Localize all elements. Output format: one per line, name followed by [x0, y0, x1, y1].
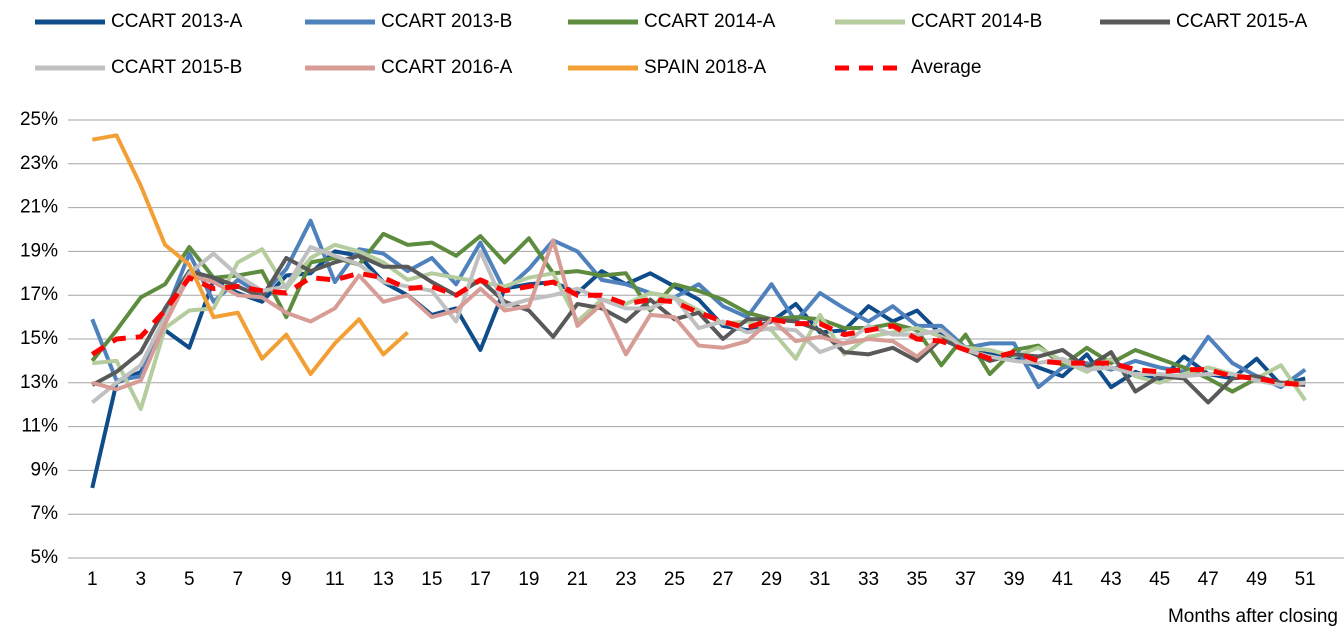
y-tick-label: 11%	[21, 416, 58, 437]
x-tick-label: 9	[281, 569, 292, 590]
y-tick-label: 17%	[20, 284, 58, 305]
x-tick-label: 43	[1101, 569, 1122, 590]
legend-label: SPAIN 2018-A	[644, 57, 766, 78]
legend-label: CCART 2015-B	[111, 57, 242, 78]
x-tick-label: 13	[373, 569, 394, 590]
series-line	[91, 238, 943, 392]
series-line	[91, 133, 409, 377]
x-tick-label: 25	[664, 569, 685, 590]
y-tick-label: 7%	[31, 503, 59, 524]
x-tick-label: 37	[955, 569, 976, 590]
x-tick-label: 45	[1149, 569, 1170, 590]
x-tick-label: 39	[1004, 569, 1025, 590]
x-axis-title: Months after closing	[1168, 606, 1338, 627]
x-tick-label: 27	[712, 569, 733, 590]
legend-label: Average	[911, 57, 981, 78]
x-tick-label: 51	[1295, 569, 1316, 590]
x-tick-label: 31	[809, 569, 830, 590]
x-tick-label: 1	[87, 569, 98, 590]
legend-label: CCART 2014-A	[644, 11, 776, 32]
y-tick-label: 23%	[20, 153, 58, 174]
legend-label: CCART 2013-B	[381, 11, 512, 32]
series-line	[90, 270, 1306, 388]
y-tick-label: 15%	[20, 328, 58, 349]
x-tick-label: 11	[325, 569, 345, 590]
x-tick-label: 35	[906, 569, 927, 590]
x-tick-label: 19	[518, 569, 539, 590]
legend-label: CCART 2013-A	[111, 11, 243, 32]
y-tick-label: 5%	[31, 547, 59, 568]
x-tick-label: 41	[1052, 569, 1073, 590]
y-tick-label: 19%	[20, 240, 58, 261]
x-tick-label: 3	[135, 569, 146, 590]
series-line	[91, 253, 1306, 405]
y-tick-label: 9%	[31, 459, 59, 480]
legend-label: CCART 2016-A	[381, 57, 513, 78]
x-tick-label: 17	[470, 569, 491, 590]
legend-label: CCART 2015-A	[1176, 11, 1308, 32]
x-tick-label: 5	[184, 569, 195, 590]
x-tick-label: 29	[761, 569, 782, 590]
y-tick-label: 25%	[20, 109, 58, 130]
x-tick-label: 21	[567, 569, 588, 590]
y-tick-label: 21%	[20, 197, 58, 218]
x-tick-label: 15	[421, 569, 442, 590]
series-line	[90, 245, 1306, 405]
x-tick-label: 23	[615, 569, 636, 590]
x-tick-label: 7	[233, 569, 244, 590]
x-tick-label: 33	[858, 569, 879, 590]
x-tick-label: 49	[1246, 569, 1267, 590]
x-tick-label: 47	[1198, 569, 1219, 590]
legend-label: CCART 2014-B	[911, 11, 1042, 32]
y-tick-label: 13%	[20, 372, 58, 393]
